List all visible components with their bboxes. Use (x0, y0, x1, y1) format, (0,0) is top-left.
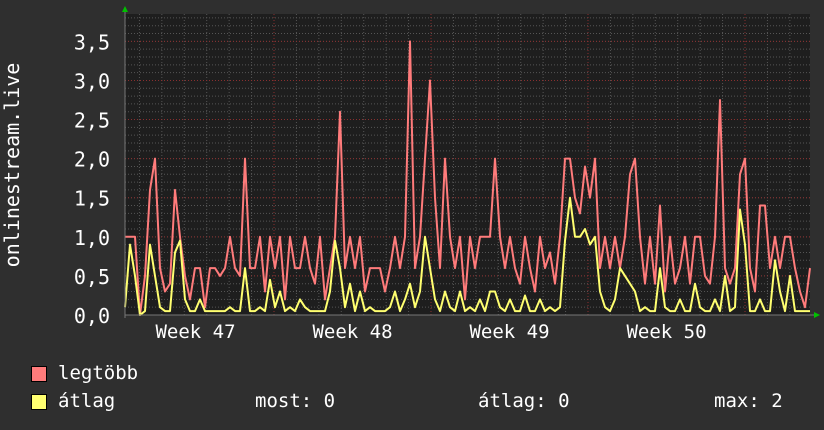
legend-label-avg: átlag (58, 390, 116, 412)
series-line-max (125, 40, 811, 316)
y-axis-label: onlinestream.live (0, 63, 24, 268)
y-tick-label: 1,0 (74, 226, 110, 250)
legend-current: most: 0 (255, 390, 336, 412)
series-line-avg (124, 196, 810, 316)
legend-average: átlag: 0 (478, 390, 570, 412)
y-tick-label: 1,5 (74, 187, 110, 211)
legend-swatch-max (31, 366, 47, 382)
y-tick-label: 3,5 (74, 30, 110, 54)
x-tick-label: Week 48 (312, 321, 392, 343)
y-tick-label: 0,0 (74, 304, 110, 328)
y-tick-label: 3,0 (74, 69, 110, 93)
x-tick-label: Week 50 (626, 321, 706, 343)
x-tick-label: Week 49 (469, 321, 549, 343)
y-tick-label: 2,0 (74, 148, 110, 172)
legend-swatch-avg (31, 394, 47, 410)
y-tick-label: 0,5 (74, 265, 110, 289)
legend-maximum: max: 2 (714, 390, 783, 412)
x-tick-label: Week 47 (155, 321, 235, 343)
y-tick-label: 2,5 (74, 109, 110, 133)
y-axis-arrow-icon (122, 6, 128, 12)
legend-label-max: legtöbb (58, 362, 139, 384)
x-axis-arrow-icon (814, 312, 820, 318)
